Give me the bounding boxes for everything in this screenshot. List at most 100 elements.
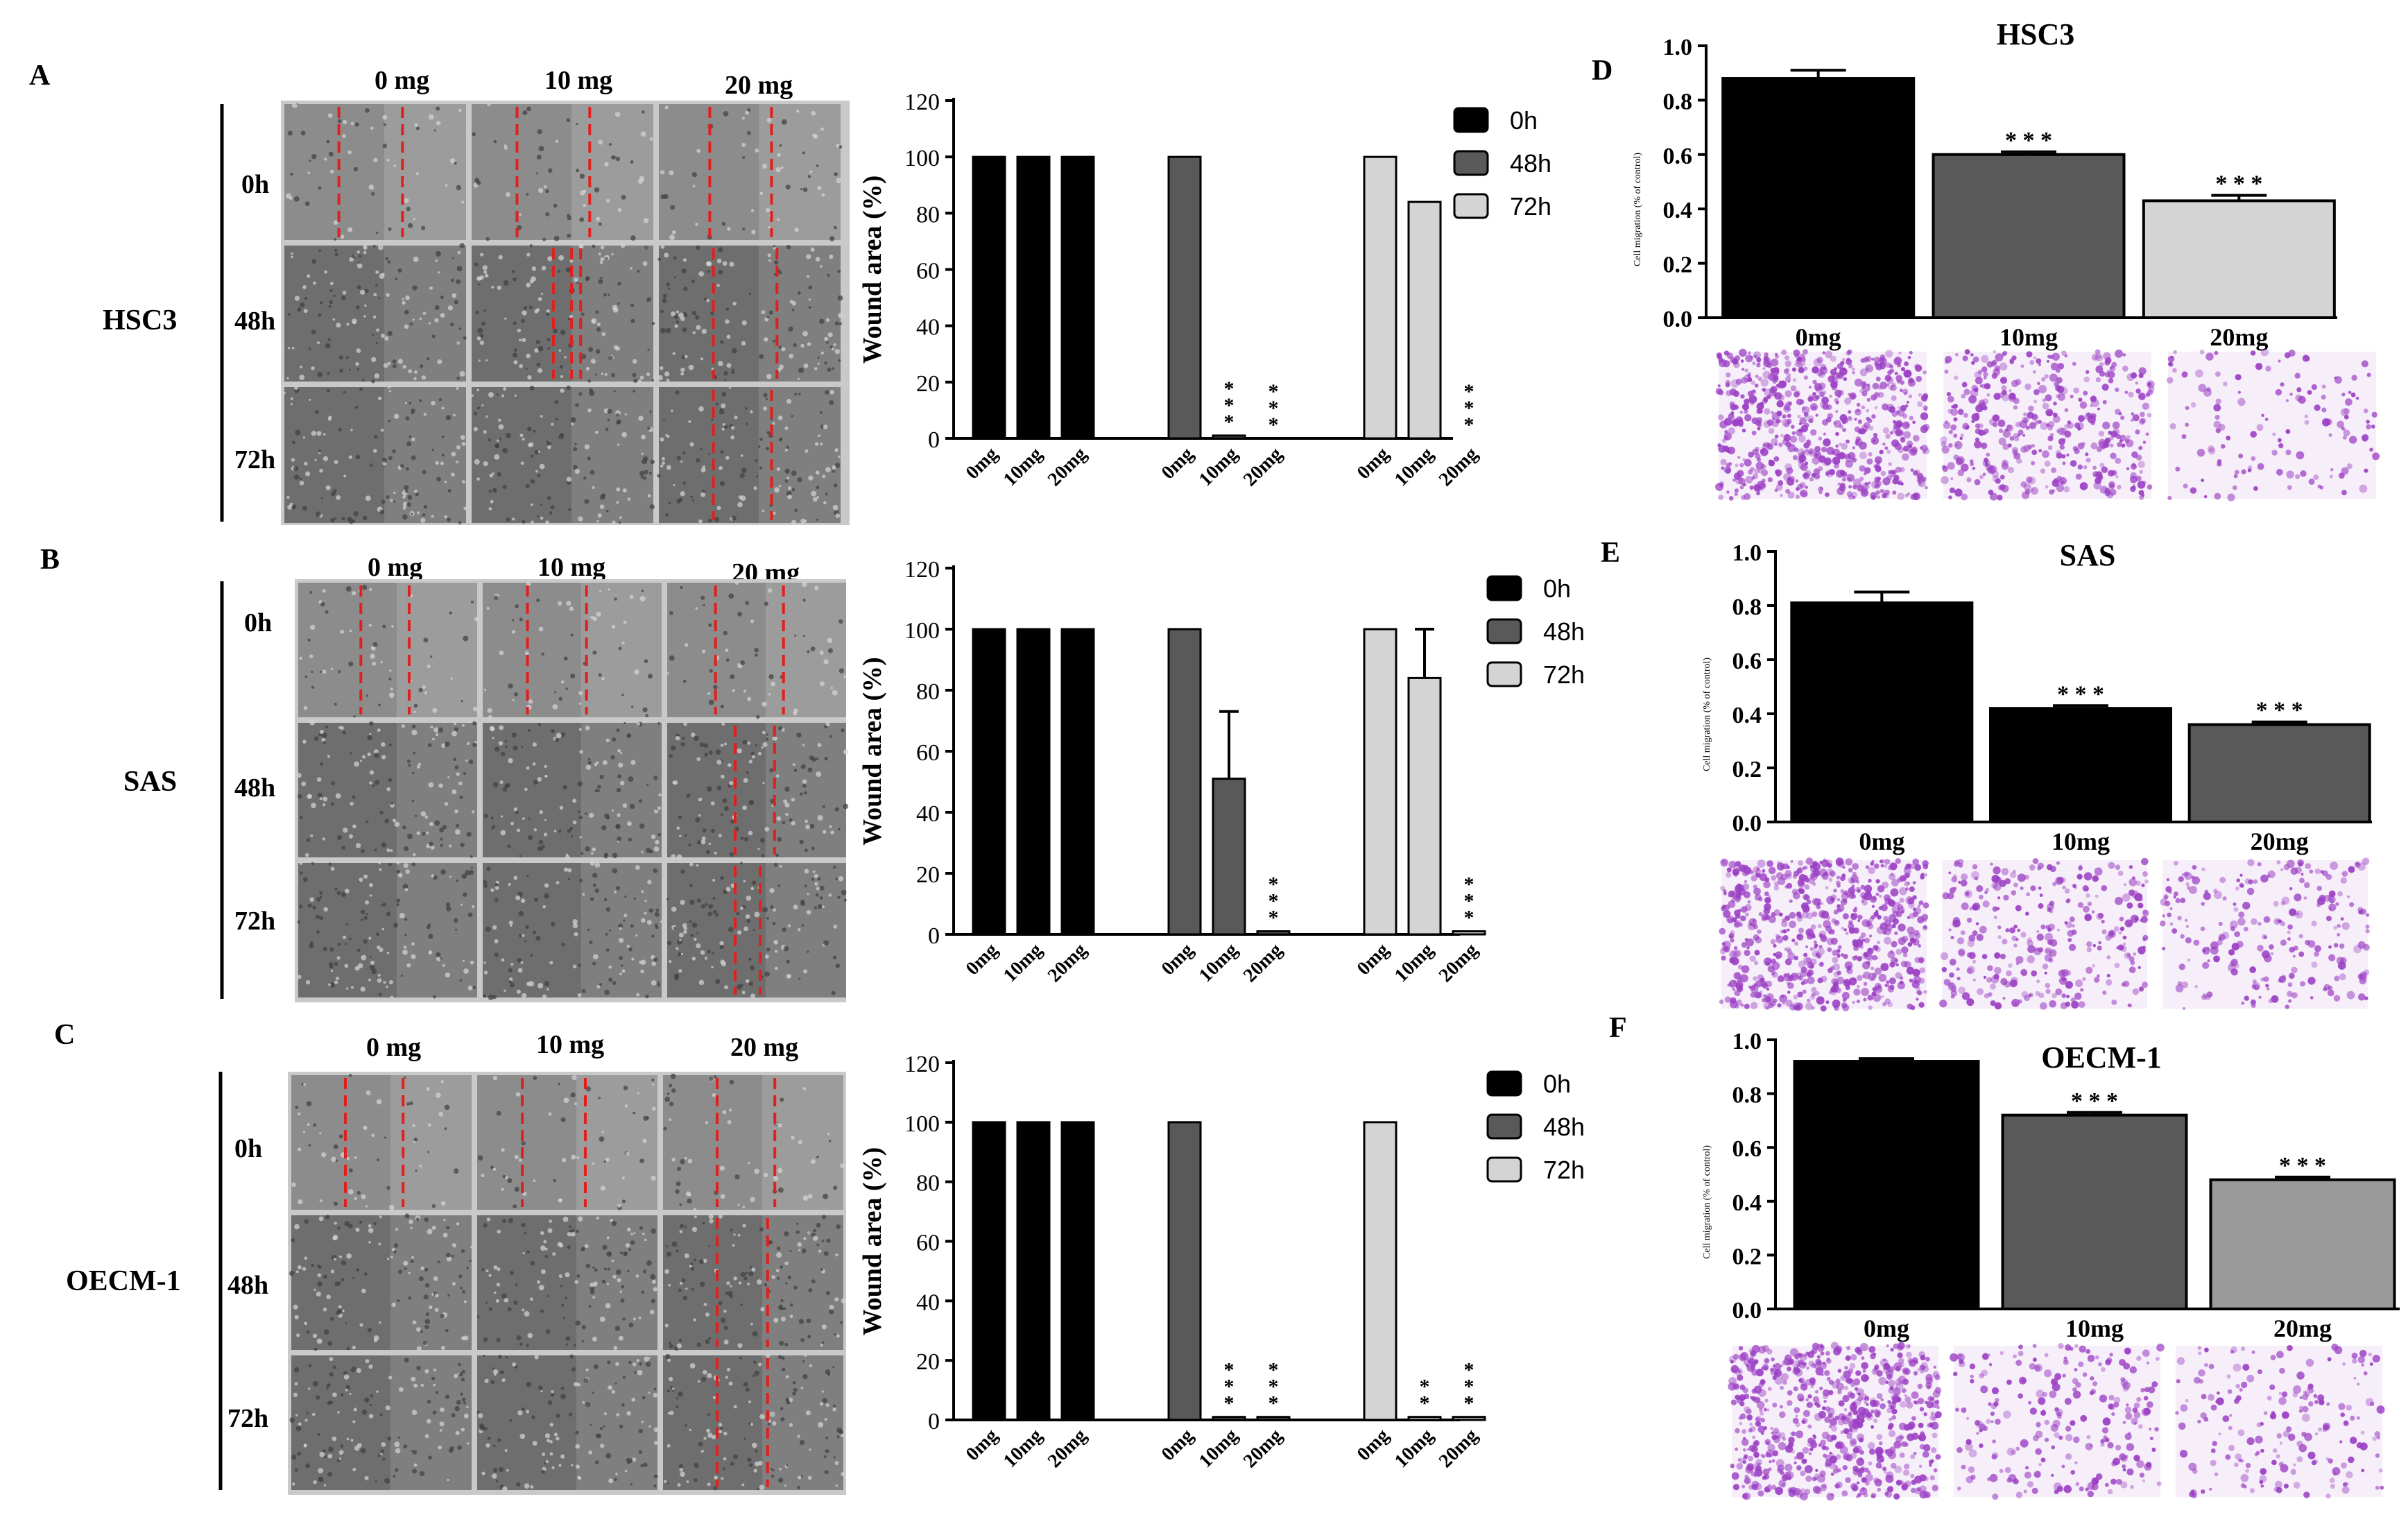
- y-axis-label: Cell migration (% of control): [1702, 658, 1712, 771]
- cell-speck: [466, 1267, 468, 1269]
- cell-speck: [444, 515, 447, 519]
- cell-speck: [445, 1329, 449, 1333]
- cell-speck: [561, 680, 565, 684]
- cell-speck: [469, 760, 474, 764]
- stained-cell: [1854, 418, 1857, 420]
- stained-cell: [2183, 483, 2188, 488]
- stained-cell: [1880, 489, 1884, 493]
- y-tick-label: 100: [904, 1111, 940, 1137]
- cell-speck: [575, 403, 579, 407]
- cell-speck: [723, 111, 729, 117]
- cell-speck: [379, 948, 383, 952]
- stained-cell: [2312, 384, 2317, 390]
- cell-speck: [782, 927, 786, 932]
- stained-cell: [2086, 458, 2091, 463]
- stained-cell: [1715, 483, 1723, 491]
- cell-speck: [709, 1219, 713, 1223]
- cell-speck: [388, 456, 393, 460]
- cell-speck: [564, 867, 568, 871]
- cell-speck: [336, 323, 341, 327]
- y-tick-label: 20: [916, 371, 940, 397]
- cell-speck: [612, 305, 618, 311]
- cell-speck: [341, 1278, 344, 1282]
- cell-speck: [835, 807, 839, 812]
- cell-speck: [537, 363, 541, 367]
- stained-cell: [1871, 967, 1874, 970]
- bar: [1017, 157, 1049, 438]
- stained-cell: [1895, 420, 1903, 428]
- stained-cell: [1842, 368, 1846, 371]
- cell-speck: [702, 650, 705, 653]
- cell-speck: [495, 746, 499, 751]
- cell-speck: [700, 950, 705, 954]
- stained-cell: [2006, 425, 2013, 431]
- time-label: 72h: [227, 1404, 268, 1433]
- stained-cell: [1981, 366, 1987, 372]
- stained-cell: [2078, 397, 2082, 402]
- cell-speck: [796, 1223, 798, 1225]
- stained-cell: [1814, 468, 1821, 475]
- cell-speck: [561, 1304, 564, 1307]
- cell-speck: [669, 1118, 671, 1121]
- cell-speck: [329, 1401, 333, 1404]
- cell-speck: [352, 591, 356, 595]
- cell-speck: [664, 371, 669, 376]
- stained-cell: [1875, 490, 1880, 495]
- time-label: 0h: [241, 170, 269, 199]
- cell-speck: [806, 254, 811, 259]
- stained-cell: [2053, 402, 2057, 406]
- cell-speck: [323, 947, 327, 951]
- cell-speck: [642, 1291, 645, 1294]
- cell-speck: [650, 1310, 655, 1314]
- cell-speck: [798, 978, 800, 980]
- cell-speck: [642, 110, 644, 113]
- stained-cell: [1900, 438, 1905, 443]
- cell-speck: [405, 869, 410, 874]
- y-tick-label: 40: [916, 1290, 940, 1315]
- cell-speck: [678, 816, 682, 819]
- cell-speck: [483, 994, 486, 997]
- cell-speck: [294, 386, 298, 390]
- cell-speck: [618, 762, 623, 767]
- stained-cell: [2083, 377, 2090, 383]
- cell-speck: [431, 515, 434, 517]
- cell-speck: [823, 1398, 827, 1403]
- stained-cell: [1859, 442, 1867, 450]
- cell-speck: [579, 750, 583, 753]
- cell-speck: [835, 1253, 838, 1256]
- cell-speck: [588, 758, 590, 760]
- cell-speck: [786, 399, 791, 404]
- legend-label: 48h: [1543, 617, 1585, 646]
- cell-speck: [582, 1325, 586, 1329]
- cell-speck: [591, 359, 596, 363]
- cell-speck: [528, 699, 533, 704]
- cell-speck: [606, 510, 609, 513]
- cell-speck: [298, 1199, 302, 1204]
- cell-speck: [567, 877, 570, 880]
- cell-speck: [802, 1374, 807, 1379]
- cell-speck: [479, 277, 482, 280]
- cell-speck: [820, 651, 824, 655]
- cell-speck: [582, 1401, 585, 1404]
- stained-cell: [1885, 434, 1891, 439]
- cell-speck: [374, 1335, 379, 1341]
- cell-speck: [834, 172, 838, 176]
- stained-cell: [2208, 447, 2215, 454]
- cell-speck: [653, 1484, 656, 1487]
- cell-speck: [700, 596, 705, 600]
- cell-speck: [807, 893, 809, 895]
- stained-cell: [2286, 470, 2294, 478]
- cell-speck: [361, 955, 366, 961]
- cell-speck: [725, 319, 730, 324]
- stained-cell: [1796, 479, 1799, 483]
- stained-cell: [1858, 420, 1862, 425]
- cell-speck: [633, 379, 637, 383]
- cell-speck: [369, 883, 373, 887]
- cell-speck: [578, 691, 583, 695]
- cell-speck: [334, 1201, 338, 1206]
- cell-speck: [334, 220, 338, 225]
- significance-star: *: [1464, 873, 1474, 896]
- cell-speck: [386, 495, 389, 499]
- cell-speck: [320, 602, 325, 607]
- stained-cell: [2050, 433, 2054, 436]
